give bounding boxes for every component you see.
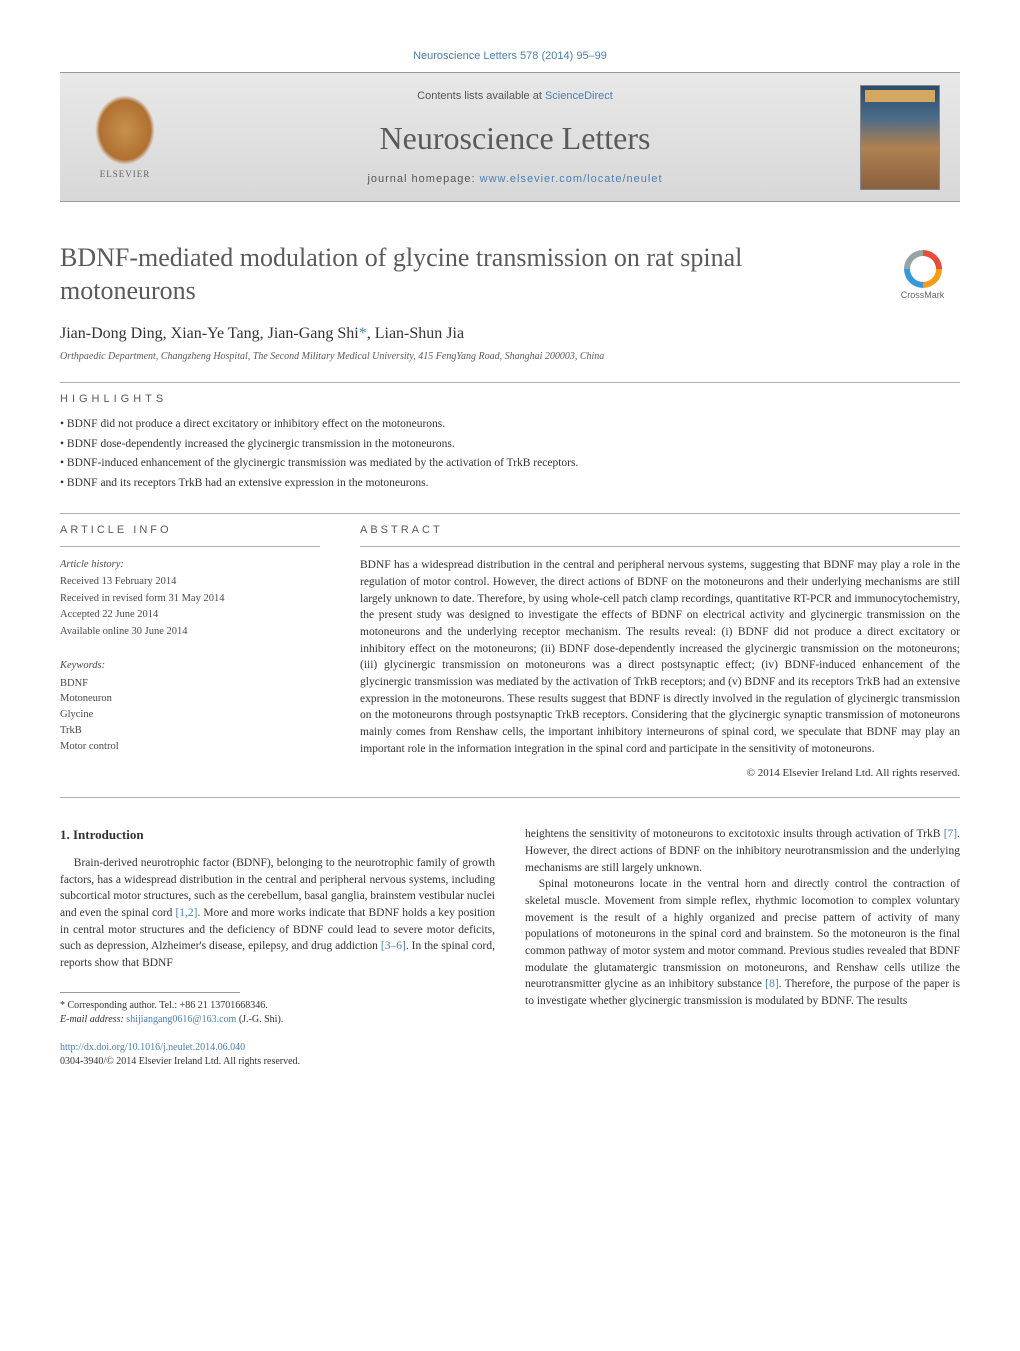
keyword: Motor control bbox=[60, 739, 320, 755]
body-paragraph: Spinal motoneurons locate in the ventral… bbox=[525, 876, 960, 1009]
email-footnote: E-mail address: shijiangang0616@163.com … bbox=[60, 1013, 495, 1027]
contents-prefix: Contents lists available at bbox=[417, 90, 545, 102]
issn-line: 0304-3940/© 2014 Elsevier Ireland Ltd. A… bbox=[60, 1055, 495, 1070]
info-abstract-row: ARTICLE INFO Article history: Received 1… bbox=[60, 524, 960, 779]
citation-ref[interactable]: [3–6] bbox=[381, 940, 406, 952]
crossmark-label: CrossMark bbox=[901, 290, 945, 300]
citation-ref[interactable]: [1,2] bbox=[175, 907, 197, 919]
body-col-left: 1. Introduction Brain-derived neurotroph… bbox=[60, 826, 495, 1070]
contents-line: Contents lists available at ScienceDirec… bbox=[170, 90, 860, 102]
email-link[interactable]: shijiangang0616@163.com bbox=[126, 1014, 236, 1025]
affiliation: Orthpaedic Department, Changzheng Hospit… bbox=[60, 351, 960, 362]
citation-ref[interactable]: [7] bbox=[944, 828, 957, 840]
section-heading: 1. Introduction bbox=[60, 826, 495, 845]
journal-cover-thumb bbox=[860, 85, 940, 190]
homepage-link[interactable]: www.elsevier.com/locate/neulet bbox=[480, 173, 663, 185]
divider bbox=[60, 797, 960, 798]
highlights-label: HIGHLIGHTS bbox=[60, 393, 960, 405]
keyword: Motoneuron bbox=[60, 691, 320, 707]
highlights-block: BDNF did not produce a direct excitatory… bbox=[60, 415, 960, 493]
abstract-col: ABSTRACT BDNF has a widespread distribut… bbox=[360, 524, 960, 779]
journal-name: Neuroscience Letters bbox=[170, 120, 860, 157]
abstract-text: BDNF has a widespread distribution in th… bbox=[360, 557, 960, 757]
authors-tail: , Lian-Shun Jia bbox=[367, 325, 464, 342]
crossmark-icon bbox=[904, 250, 942, 288]
elsevier-label: ELSEVIER bbox=[100, 169, 151, 179]
article-info-label: ARTICLE INFO bbox=[60, 524, 320, 536]
body-columns: 1. Introduction Brain-derived neurotroph… bbox=[60, 826, 960, 1070]
email-tail: (J.-G. Shi). bbox=[236, 1014, 283, 1025]
authors-names: Jian-Dong Ding, Xian-Ye Tang, Jian-Gang … bbox=[60, 325, 359, 342]
keyword: BDNF bbox=[60, 676, 320, 692]
corresponding-footnote: * Corresponding author. Tel.: +86 21 137… bbox=[60, 999, 495, 1013]
divider bbox=[360, 546, 960, 547]
sciencedirect-link[interactable]: ScienceDirect bbox=[545, 90, 613, 102]
elsevier-tree-icon bbox=[95, 95, 155, 165]
elsevier-logo: ELSEVIER bbox=[80, 87, 170, 187]
history-received: Received 13 February 2014 bbox=[60, 574, 320, 590]
keywords-block: Keywords: BDNF Motoneuron Glycine TrkB M… bbox=[60, 658, 320, 755]
divider bbox=[60, 513, 960, 514]
divider bbox=[60, 546, 320, 547]
highlight-item: BDNF did not produce a direct excitatory… bbox=[60, 415, 960, 435]
banner-center: Contents lists available at ScienceDirec… bbox=[170, 90, 860, 185]
crossmark-badge[interactable]: CrossMark bbox=[885, 250, 960, 300]
article-title: BDNF-mediated modulation of glycine tran… bbox=[60, 242, 840, 307]
body-text: Spinal motoneurons locate in the ventral… bbox=[525, 878, 960, 990]
keyword: TrkB bbox=[60, 723, 320, 739]
article-info-col: ARTICLE INFO Article history: Received 1… bbox=[60, 524, 320, 779]
citation-header: Neuroscience Letters 578 (2014) 95–99 bbox=[60, 50, 960, 62]
body-paragraph: Brain-derived neurotrophic factor (BDNF)… bbox=[60, 855, 495, 972]
journal-banner: ELSEVIER Contents lists available at Sci… bbox=[60, 72, 960, 202]
highlight-item: BDNF-induced enhancement of the glyciner… bbox=[60, 454, 960, 474]
article-header: BDNF-mediated modulation of glycine tran… bbox=[60, 242, 960, 362]
abstract-label: ABSTRACT bbox=[360, 524, 960, 536]
authors-line: Jian-Dong Ding, Xian-Ye Tang, Jian-Gang … bbox=[60, 325, 960, 343]
highlight-item: BDNF and its receptors TrkB had an exten… bbox=[60, 474, 960, 494]
history-online: Available online 30 June 2014 bbox=[60, 624, 320, 640]
highlight-item: BDNF dose-dependently increased the glyc… bbox=[60, 435, 960, 455]
homepage-prefix: journal homepage: bbox=[367, 173, 479, 185]
corresponding-mark: * bbox=[359, 325, 367, 342]
page-container: Neuroscience Letters 578 (2014) 95–99 EL… bbox=[0, 0, 1020, 1110]
homepage-line: journal homepage: www.elsevier.com/locat… bbox=[170, 173, 860, 185]
section-title: Introduction bbox=[73, 827, 144, 842]
body-col-right: heightens the sensitivity of motoneurons… bbox=[525, 826, 960, 1070]
keywords-head: Keywords: bbox=[60, 658, 320, 674]
email-label: E-mail address: bbox=[60, 1014, 126, 1025]
doi-link[interactable]: http://dx.doi.org/10.1016/j.neulet.2014.… bbox=[60, 1041, 495, 1056]
history-accepted: Accepted 22 June 2014 bbox=[60, 607, 320, 623]
footnote-separator bbox=[60, 992, 240, 993]
section-num: 1. bbox=[60, 827, 70, 842]
abstract-copyright: © 2014 Elsevier Ireland Ltd. All rights … bbox=[360, 767, 960, 779]
body-paragraph: heightens the sensitivity of motoneurons… bbox=[525, 826, 960, 876]
history-head: Article history: bbox=[60, 557, 320, 573]
keyword: Glycine bbox=[60, 707, 320, 723]
body-text: heightens the sensitivity of motoneurons… bbox=[525, 828, 944, 840]
divider bbox=[60, 382, 960, 383]
history-block: Article history: Received 13 February 20… bbox=[60, 557, 320, 640]
citation-ref[interactable]: [8] bbox=[765, 978, 778, 990]
history-revised: Received in revised form 31 May 2014 bbox=[60, 591, 320, 607]
